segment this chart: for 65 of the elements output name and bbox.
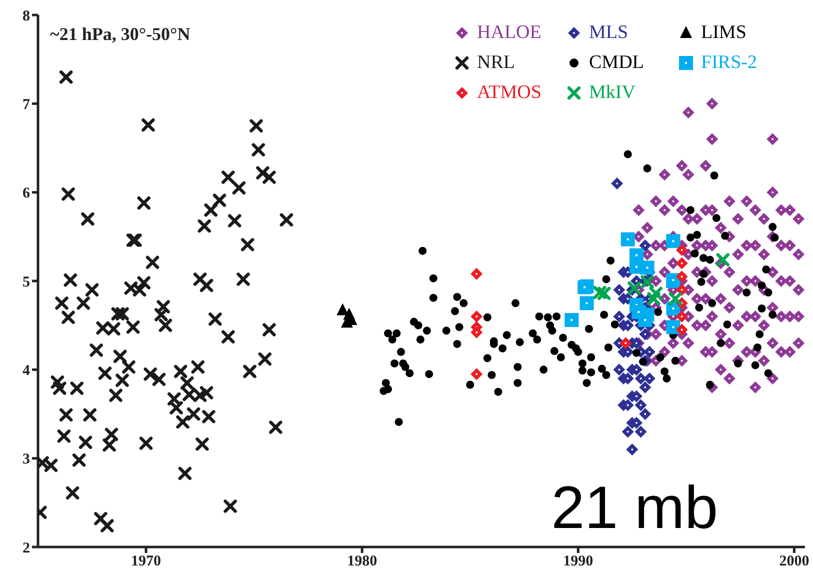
x-tick-label: 2000 <box>779 554 810 570</box>
point <box>597 286 611 300</box>
y-tick-label: 6 <box>22 186 30 202</box>
point <box>620 337 632 350</box>
point <box>613 364 626 376</box>
point <box>626 443 638 456</box>
annotation: 21 mb <box>551 474 718 541</box>
point <box>620 232 635 246</box>
point <box>622 426 634 438</box>
point <box>622 372 634 385</box>
legend-label: CMDL <box>589 52 644 74</box>
point <box>666 320 680 334</box>
point <box>634 372 647 385</box>
point <box>630 416 642 429</box>
point <box>622 399 634 412</box>
y-tick-label: 5 <box>22 274 30 290</box>
point <box>640 260 654 275</box>
point <box>634 399 647 412</box>
point <box>638 313 652 328</box>
y-tick-label: 3 <box>22 452 30 468</box>
point <box>639 408 652 420</box>
point <box>622 319 634 332</box>
y-tick-label: 4 <box>22 362 30 379</box>
x-tick-label: 1980 <box>347 554 378 570</box>
text: ~21 hPa, 30°-50°N <box>50 24 190 45</box>
point <box>622 346 634 358</box>
point <box>630 337 642 350</box>
point <box>613 284 626 296</box>
legend-label: MLS <box>589 22 628 44</box>
legend-label: ATMOS <box>477 82 542 104</box>
point <box>628 281 641 295</box>
point <box>470 310 483 322</box>
point <box>639 381 652 394</box>
point <box>343 308 356 320</box>
legend-label: NRL <box>477 52 515 74</box>
x-tick-label: 1970 <box>131 554 162 570</box>
point <box>470 368 483 380</box>
point <box>580 296 594 310</box>
x-tick-label: 1990 <box>563 554 594 570</box>
point <box>666 234 680 248</box>
point <box>564 313 579 328</box>
point <box>676 270 688 283</box>
legend-label: LIMS <box>701 22 746 44</box>
point <box>676 310 688 322</box>
point <box>716 253 730 266</box>
point <box>470 268 483 280</box>
point <box>630 364 642 376</box>
point <box>676 324 688 336</box>
point <box>634 426 647 438</box>
point <box>666 273 680 288</box>
legend-label: MkIV <box>589 82 636 104</box>
legend-label: HALOE <box>477 22 542 44</box>
point <box>613 310 626 322</box>
point <box>639 240 652 252</box>
y-tick-label: 7 <box>22 96 30 113</box>
point <box>676 244 688 256</box>
y-tick-label: 2 <box>22 540 30 556</box>
point <box>630 390 642 402</box>
point <box>668 292 682 306</box>
point <box>676 284 688 296</box>
legend-label: FIRS-2 <box>701 52 757 74</box>
y-tick-label: 8 <box>22 8 30 24</box>
point <box>611 177 624 190</box>
point <box>676 257 688 270</box>
point <box>470 326 483 338</box>
